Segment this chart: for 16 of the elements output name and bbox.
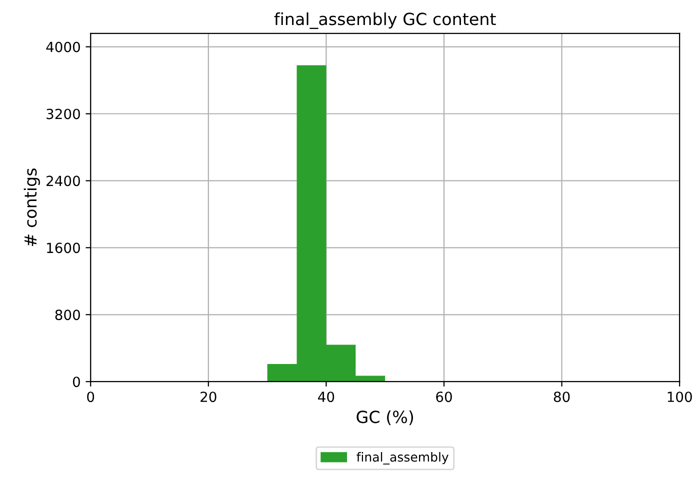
- x-tick-label: 40: [318, 392, 334, 402]
- chart-title: final_assembly GC content: [274, 12, 496, 29]
- y-tick-label: 0: [72, 376, 80, 388]
- legend-label: final_assembly: [356, 452, 448, 464]
- y-tick-label: 2400: [46, 176, 80, 186]
- y-tick-label: 4000: [46, 42, 80, 52]
- x-tick-label: 80: [554, 392, 570, 402]
- x-tick-label: 60: [436, 392, 452, 402]
- y-tick-label: 800: [55, 310, 80, 320]
- y-axis-title: # contigs: [24, 168, 40, 246]
- y-tick-label: 3200: [46, 108, 80, 120]
- x-tick-label: 0: [87, 392, 94, 402]
- x-tick-label: 100: [668, 392, 692, 402]
- x-tick-label: 20: [200, 392, 216, 402]
- y-tick-label: 1600: [47, 242, 80, 254]
- x-axis-title: GC (%): [356, 410, 414, 426]
